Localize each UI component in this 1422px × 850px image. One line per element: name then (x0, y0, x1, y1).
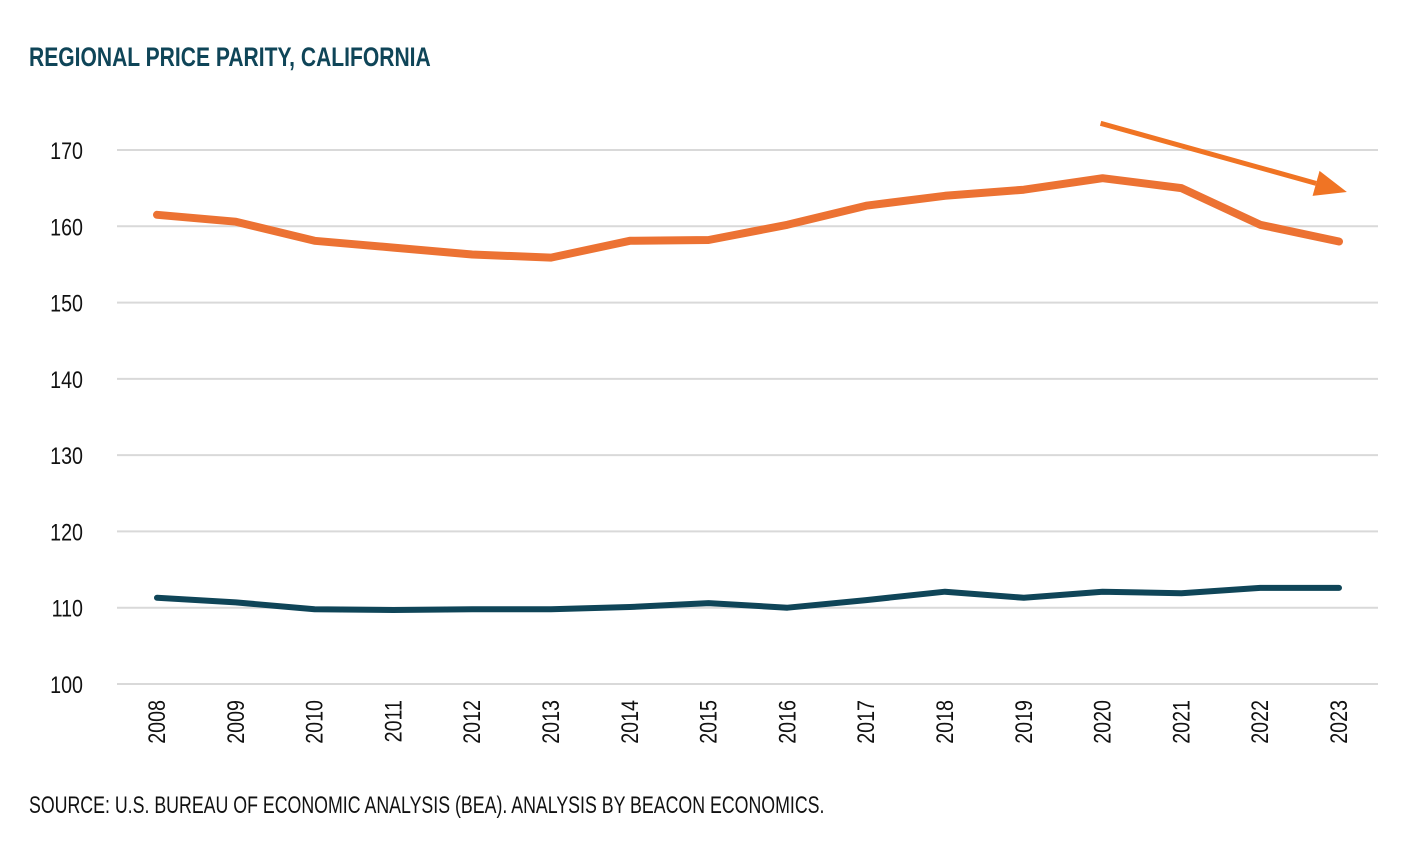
series-lines (153, 174, 1343, 613)
y-tick-label: 150 (50, 290, 83, 317)
series-line-1 (153, 174, 1343, 262)
y-tick-label: 130 (50, 442, 83, 469)
x-tick-label: 2019 (1010, 700, 1037, 744)
x-tick-label: 2014 (616, 700, 643, 744)
trend-arrow-head (1312, 170, 1347, 196)
chart-title: REGIONAL PRICE PARITY, CALIFORNIA (29, 42, 431, 72)
x-tick-label: 2012 (458, 700, 485, 744)
y-tick-label: 140 (50, 366, 83, 393)
y-tick-label: 170 (50, 137, 83, 164)
x-tick-label: 2023 (1325, 700, 1352, 744)
annotations (1099, 120, 1347, 196)
x-tick-label: 2020 (1089, 700, 1116, 744)
x-tick-label: 2015 (695, 700, 722, 744)
series-line-2 (154, 584, 1342, 613)
x-tick-label: 2021 (1168, 700, 1195, 744)
trend-arrow-shaft (1099, 120, 1317, 186)
x-tick-label: 2008 (143, 700, 170, 744)
y-tick-label: 120 (50, 519, 83, 546)
x-tick-label: 2011 (380, 700, 407, 742)
x-axis-ticks: 2008 2009 2010 2011 2012 2013 2014 2015 2016 2017… (143, 700, 1352, 744)
x-tick-label: 2016 (774, 700, 801, 744)
y-tick-label: 110 (52, 595, 83, 622)
y-tick-label: 100 (50, 671, 83, 698)
y-axis-ticks: 100 110 120 130 140 150 160 170 (50, 137, 83, 698)
x-tick-label: 2018 (931, 700, 958, 744)
y-tick-label: 160 (50, 213, 83, 240)
x-tick-label: 2013 (537, 700, 564, 744)
x-tick-label: 2009 (222, 700, 249, 744)
x-tick-label: 2017 (852, 700, 879, 744)
x-tick-label: 2010 (301, 700, 328, 744)
x-tick-label: 2022 (1246, 700, 1273, 744)
source-note: SOURCE: U.S. BUREAU OF ECONOMIC ANALYSIS… (29, 792, 825, 819)
